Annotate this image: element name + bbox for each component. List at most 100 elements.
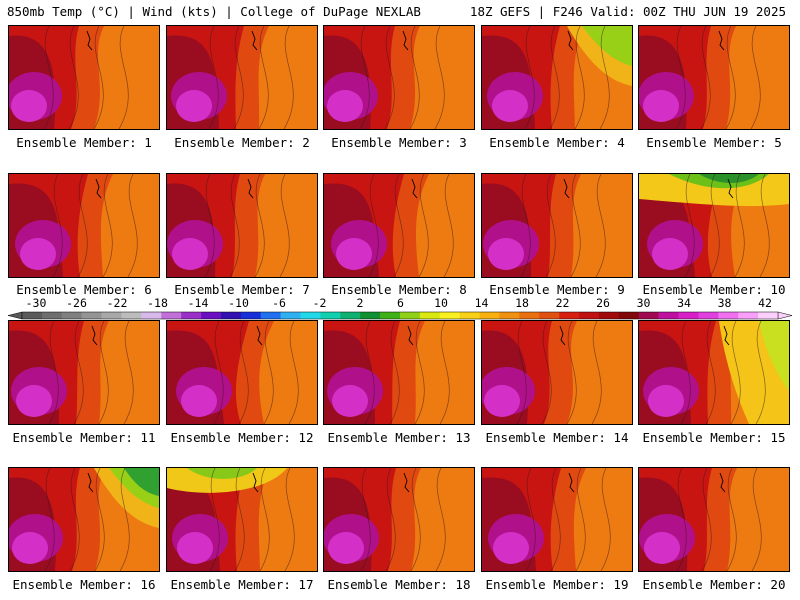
- colorbar-swatch: [400, 312, 421, 319]
- colorbar-swatch: [479, 312, 500, 319]
- colorbar-swatch: [638, 312, 659, 319]
- ensemble-member-label: Ensemble Member: 7: [174, 282, 310, 297]
- colorbar-swatch: [81, 312, 102, 319]
- ensemble-map-12: [166, 320, 318, 425]
- colorbar-swatch: [101, 312, 122, 319]
- colorbar-tick-label: 14: [474, 296, 489, 310]
- temperature-field: [9, 174, 159, 277]
- colorbar-swatch: [220, 312, 242, 319]
- colorbar-swatch: [300, 312, 321, 319]
- temperature-field: [324, 321, 474, 424]
- colorbar-swatch: [240, 312, 262, 319]
- ensemble-map-20: [638, 467, 790, 572]
- colorbar-swatch: [260, 312, 281, 319]
- colorbar-swatch: [459, 312, 480, 319]
- ensemble-member-label: Ensemble Member: 12: [170, 430, 314, 445]
- colorbar-swatch: [320, 312, 341, 319]
- ensemble-member-label: Ensemble Member: 11: [12, 430, 156, 445]
- colorbar-tick-label: 26: [596, 296, 610, 310]
- ensemble-map-18: [323, 467, 475, 572]
- ensemble-map-5: [638, 25, 790, 130]
- ensemble-member-label: Ensemble Member: 15: [642, 430, 786, 445]
- colorbar-tick-label: 6: [397, 296, 404, 310]
- colorbar-tick-label: -30: [25, 296, 47, 310]
- temperature-field: [482, 26, 632, 129]
- ensemble-member-label: Ensemble Member: 3: [331, 135, 467, 150]
- temperature-field: [639, 321, 789, 424]
- ensemble-member-label: Ensemble Member: 16: [12, 577, 156, 592]
- ensemble-member-label: Ensemble Member: 2: [174, 135, 310, 150]
- colorbar-tick-label: -2: [312, 296, 327, 310]
- colorbar-swatch: [618, 312, 640, 319]
- colorbar-swatch: [758, 312, 779, 319]
- colorbar-swatch: [658, 312, 679, 319]
- ensemble-member-label: Ensemble Member: 13: [327, 430, 471, 445]
- ensemble-member-label: Ensemble Member: 14: [485, 430, 629, 445]
- ensemble-member-label: Ensemble Member: 1: [16, 135, 152, 150]
- ensemble-map-14: [481, 320, 633, 425]
- ensemble-map-16: [8, 467, 160, 572]
- ensemble-map-3: [323, 25, 475, 130]
- ensemble-member-label: Ensemble Member: 5: [646, 135, 782, 150]
- temperature-field: [167, 174, 317, 277]
- colorbar-swatch: [141, 312, 162, 319]
- colorbar-tick-label: 42: [758, 296, 772, 310]
- ensemble-map-1: [8, 25, 160, 130]
- temperature-field: [639, 26, 789, 129]
- colorbar-swatch: [161, 312, 182, 319]
- ensemble-member-label: Ensemble Member: 9: [489, 282, 625, 297]
- ensemble-map-13: [323, 320, 475, 425]
- colorbar-tick-label: 34: [677, 296, 691, 310]
- ensemble-map-7: [166, 173, 318, 278]
- temperature-field: [324, 174, 474, 277]
- colorbar-swatch: [718, 312, 739, 319]
- colorbar-swatch: [280, 312, 301, 319]
- temperature-field: [482, 468, 632, 571]
- colorbar-swatch: [519, 312, 540, 319]
- ensemble-map-2: [166, 25, 318, 130]
- ensemble-member-label: Ensemble Member: 4: [489, 135, 625, 150]
- run-info: 18Z GEFS | F246 Valid: 00Z THU JUN 19 20…: [469, 4, 786, 19]
- temperature-field: [324, 468, 474, 571]
- colorbar-swatch: [22, 312, 43, 319]
- colorbar-swatch: [181, 312, 202, 319]
- colorbar-swatch: [360, 312, 381, 319]
- ensemble-map-8: [323, 173, 475, 278]
- ensemble-member-label: Ensemble Member: 10: [642, 282, 786, 297]
- temperature-field: [482, 321, 632, 424]
- colorbar-tick-label: 30: [636, 296, 651, 310]
- colorbar-swatch: [419, 312, 441, 319]
- colorbar-swatch: [499, 312, 520, 319]
- ensemble-member-label: Ensemble Member: 20: [642, 577, 786, 592]
- colorbar-tick-label: -6: [272, 296, 286, 310]
- temperature-field: [639, 468, 789, 571]
- colorbar-tick-label: -22: [106, 296, 128, 310]
- colorbar-swatch: [559, 312, 580, 319]
- colorbar-swatch: [539, 312, 560, 319]
- colorbar-tick-label: 22: [555, 296, 570, 310]
- temperature-field: [324, 26, 474, 129]
- colorbar-swatch: [121, 312, 142, 319]
- temperature-field: [167, 26, 317, 129]
- temperature-field: [482, 174, 632, 277]
- colorbar-swatch: [41, 312, 63, 319]
- temperature-field: [9, 468, 159, 571]
- colorbar-swatch: [579, 312, 600, 319]
- temperature-field: [639, 174, 789, 277]
- colorbar-tick-label: 18: [515, 296, 529, 310]
- temperature-colorbar: [7, 311, 793, 320]
- colorbar-tick-label: -10: [228, 296, 249, 310]
- temperature-field: [9, 26, 159, 129]
- ensemble-member-label: Ensemble Member: 8: [331, 282, 467, 297]
- colorbar-swatch: [678, 312, 699, 319]
- temperature-field: [167, 321, 317, 424]
- colorbar-tick-label: -26: [66, 296, 87, 310]
- colorbar-tick-label: -14: [187, 296, 209, 310]
- colorbar-tick-label: 10: [434, 296, 448, 310]
- colorbar-swatch: [698, 312, 719, 319]
- colorbar-swatch: [201, 312, 222, 319]
- ensemble-map-15: [638, 320, 790, 425]
- colorbar-tick-label: 2: [356, 296, 364, 310]
- ensemble-member-label: Ensemble Member: 18: [327, 577, 471, 592]
- temperature-field: [167, 468, 317, 571]
